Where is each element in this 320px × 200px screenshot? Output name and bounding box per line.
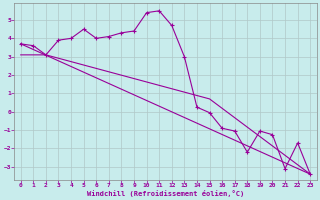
X-axis label: Windchill (Refroidissement éolien,°C): Windchill (Refroidissement éolien,°C) [87, 190, 244, 197]
